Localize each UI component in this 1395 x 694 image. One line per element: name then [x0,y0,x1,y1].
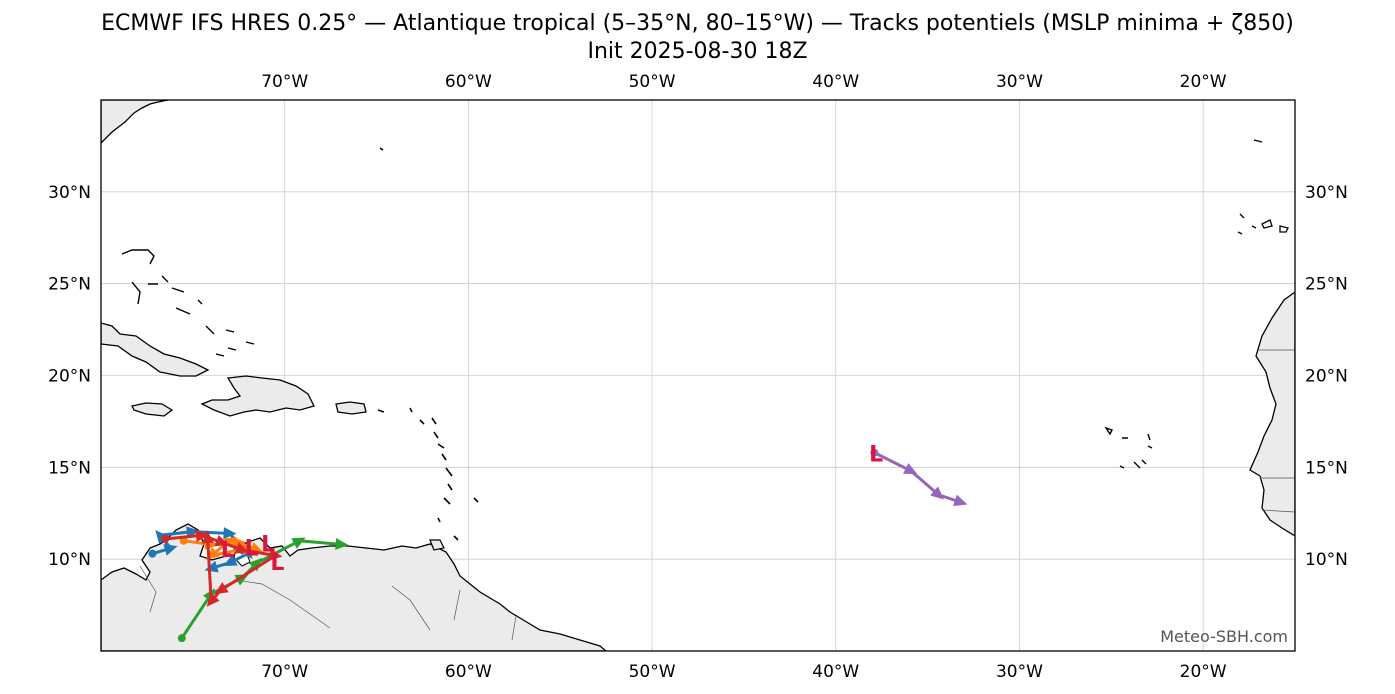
track-step-marker [234,542,250,554]
low-pressure-marker: L [221,538,235,563]
track-line-5 [872,451,963,504]
country-borders [139,565,517,641]
graticule [101,100,1295,651]
lon-label-top: 20°W [1180,72,1227,92]
lat-label-right: 10°N [1305,550,1348,570]
cuba [101,322,210,377]
south-america [101,523,608,651]
lon-label-top: 60°W [445,72,492,92]
low-pressure-marker: L [261,533,275,558]
low-pressure-marker: L [245,536,259,561]
track-layer [148,448,968,643]
track-step-marker [214,534,229,547]
lesser-antilles [377,407,479,541]
track-step-marker [291,537,306,549]
lon-label-bottom: 20°W [1180,662,1227,682]
track-step-marker [268,548,283,561]
lat-label-left: 25°N [48,275,91,295]
low-markers: L L LLL [221,443,883,576]
map-subtitle: Init 2025-08-30 18Z [587,39,808,64]
lon-label-top: 50°W [629,72,676,92]
low-pressure-marker: L [869,443,883,468]
credit-label: Meteo-SBH.com [1160,627,1288,646]
track-step-marker [248,557,263,572]
bahamas [121,249,255,357]
track-step-marker [953,494,968,507]
track-step-marker [335,537,349,550]
lat-label-right: 30°N [1305,183,1348,203]
track-step-marker [214,582,229,595]
hispaniola [200,375,315,417]
lon-label-top: 30°W [996,72,1043,92]
track-step-marker [223,527,237,540]
track-start-point [148,549,157,558]
track-step-marker [206,592,220,607]
track-step-marker [234,574,249,586]
axis-ticks: 70°W 70°W 60°W 60°W 50°W 50°W 40°W 40°W 30°W 30°W… [48,72,1348,682]
lon-label-top: 40°W [812,72,859,92]
track-step-marker [223,554,238,566]
lon-label-bottom: 60°W [445,662,492,682]
africa-coast [1249,291,1295,537]
lat-label-left: 15°N [48,458,91,478]
bermuda [379,147,384,151]
track-step-marker [195,529,209,542]
puerto-rico [335,401,367,415]
map-frame [100,99,1296,652]
low-pressure-marker: L [270,551,284,576]
lon-label-bottom: 70°W [261,662,308,682]
map-title: ECMWF IFS HRES 0.25° — Atlantique tropic… [101,11,1294,36]
track-step-marker [163,544,178,556]
lon-label-bottom: 30°W [996,662,1043,682]
jamaica [131,402,174,417]
track-step-marker [155,529,169,544]
lat-label-right: 20°N [1305,367,1348,387]
canary-islands [1237,139,1289,235]
florida-coast [101,100,169,144]
track-step-marker [903,462,918,475]
lat-label-right: 25°N [1305,275,1348,295]
africa-borders [1258,349,1295,513]
track-start-point [161,534,170,543]
lat-label-left: 30°N [48,183,91,203]
cape-verde [1104,426,1153,469]
trinidad [429,539,445,551]
land-layer [101,100,1295,651]
lat-label-left: 10°N [48,550,91,570]
track-start-point [870,448,879,457]
lon-label-top: 70°W [261,72,308,92]
track-start-point [177,634,186,643]
lon-label-bottom: 40°W [812,662,859,682]
lon-label-bottom: 50°W [629,662,676,682]
lat-label-right: 15°N [1305,458,1348,478]
lat-label-left: 20°N [48,367,91,387]
track-step-marker [201,530,214,544]
track-step-marker [930,486,944,500]
